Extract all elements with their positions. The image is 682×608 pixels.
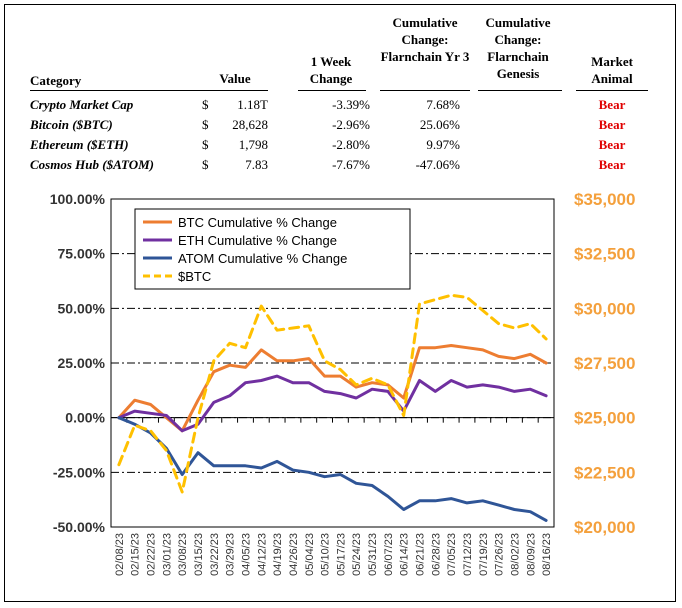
x-tick-label: 07/12/23: [462, 533, 474, 576]
y2-tick-label: $20,000: [574, 518, 635, 537]
row-yr3-change: -47.06%: [415, 157, 460, 172]
y-tick-label: -25.00%: [53, 464, 106, 480]
legend-box: [134, 208, 411, 290]
x-tick-label: 05/10/23: [320, 533, 332, 576]
x-tick-label: 03/15/23: [193, 533, 205, 576]
summary-table: Category Value 1 Week Change Cumulative …: [0, 0, 682, 180]
y2-tick-label: $30,000: [574, 299, 635, 318]
x-tick-label: 05/31/23: [367, 533, 379, 576]
header-underline: [380, 90, 470, 91]
plot-area-border: [110, 198, 555, 528]
row-category: Crypto Market Cap: [30, 97, 134, 112]
x-tick-label: 08/16/23: [541, 533, 553, 576]
row-week-change: -2.96%: [332, 117, 370, 132]
x-tick-label: 08/02/23: [509, 533, 521, 576]
header-underline: [30, 90, 210, 91]
y2-tick-label: $32,500: [574, 245, 635, 264]
legend-label: ATOM Cumulative % Change: [178, 251, 347, 266]
x-tick-label: 05/24/23: [351, 533, 363, 576]
legend-label: BTC Cumulative % Change: [178, 215, 337, 230]
x-tick-label: 04/05/23: [240, 533, 252, 576]
x-tick-label: 07/26/23: [494, 533, 506, 576]
y-tick-label: 50.00%: [58, 300, 106, 316]
row-value: 28,628: [232, 117, 268, 132]
header-underline: [576, 90, 648, 91]
header-week-change: 1 Week Change: [309, 54, 353, 86]
report-frame: [4, 4, 676, 602]
header-market-animal: Market Animal: [591, 54, 633, 86]
header-yr3-change: Cumulative Change: Flarnchain Yr 3: [380, 15, 470, 64]
row-market-animal: Bear: [598, 117, 626, 132]
row-market-animal: Bear: [598, 137, 626, 152]
x-tick-label: 06/14/23: [399, 533, 411, 576]
y-tick-label: 25.00%: [58, 355, 106, 371]
x-tick-label: 02/22/23: [146, 533, 158, 576]
y-tick-label: 100.00%: [50, 191, 106, 207]
legend-label: ETH Cumulative % Change: [178, 233, 337, 248]
row-week-change: -7.67%: [332, 157, 370, 172]
x-tick-label: 03/01/23: [161, 533, 173, 576]
x-tick-label: 03/22/23: [209, 533, 221, 576]
header-underline: [200, 90, 268, 91]
x-tick-label: 07/19/23: [478, 533, 490, 576]
x-tick-label: 07/05/23: [446, 533, 458, 576]
legend-label: $BTC: [178, 269, 211, 284]
series-line: [117, 374, 548, 433]
row-week-change: -3.39%: [332, 97, 370, 112]
header-underline: [298, 90, 366, 91]
x-tick-label: 04/19/23: [272, 533, 284, 576]
row-category: Bitcoin ($BTC): [30, 117, 113, 132]
series-line: [117, 416, 548, 522]
row-market-animal: Bear: [598, 157, 626, 172]
row-value: 1.18T: [237, 97, 268, 112]
x-tick-label: 04/26/23: [288, 533, 300, 576]
x-tick-label: 06/28/23: [430, 533, 442, 576]
y2-tick-label: $25,000: [574, 409, 635, 428]
row-currency: $: [202, 157, 209, 172]
x-tick-label: 06/21/23: [415, 533, 427, 576]
x-tick-label: 08/09/23: [525, 533, 537, 576]
x-tick-label: 03/08/23: [177, 533, 189, 576]
row-currency: $: [202, 97, 209, 112]
header-category: Category: [30, 73, 82, 88]
x-tick-label: 04/12/23: [256, 533, 268, 576]
row-market-animal: Bear: [598, 97, 626, 112]
header-value: Value: [219, 71, 251, 86]
y-tick-label: 0.00%: [65, 410, 105, 426]
row-yr3-change: 7.68%: [426, 97, 460, 112]
x-tick-label: 03/29/23: [225, 533, 237, 576]
y2-tick-label: $22,500: [574, 463, 635, 482]
header-underline: [478, 90, 562, 91]
x-tick-label: 05/04/23: [304, 533, 316, 576]
row-currency: $: [202, 117, 209, 132]
row-value: 7.83: [245, 157, 268, 172]
row-yr3-change: 25.06%: [419, 117, 460, 132]
series-lines: [117, 293, 548, 522]
x-tick-label: 06/07/23: [383, 533, 395, 576]
y2-tick-label: $35,000: [574, 190, 635, 209]
row-yr3-change: 9.97%: [426, 137, 460, 152]
row-category: Ethereum ($ETH): [30, 137, 129, 152]
x-tick-label: 05/17/23: [335, 533, 347, 576]
row-week-change: -2.80%: [332, 137, 370, 152]
y2-tick-label: $27,500: [574, 354, 635, 373]
y-tick-label: 75.00%: [58, 246, 106, 262]
row-category: Cosmos Hub ($ATOM): [30, 157, 155, 172]
x-tick-label: 02/08/23: [114, 533, 126, 576]
series-line: [117, 293, 548, 494]
header-genesis-change: Cumulative Change: Flarnchain Genesis: [485, 15, 551, 81]
legend: BTC Cumulative % Change ETH Cumulative % …: [134, 208, 411, 290]
row-value: 1,798: [238, 137, 268, 152]
y-tick-label: -50.00%: [53, 519, 106, 535]
x-tick-label: 02/15/23: [130, 533, 142, 576]
axes: 100.00% 75.00% 50.00% 25.00% 0.00% -25.00% -50…: [50, 190, 636, 576]
row-currency: $: [202, 137, 209, 152]
series-line: [117, 344, 548, 433]
